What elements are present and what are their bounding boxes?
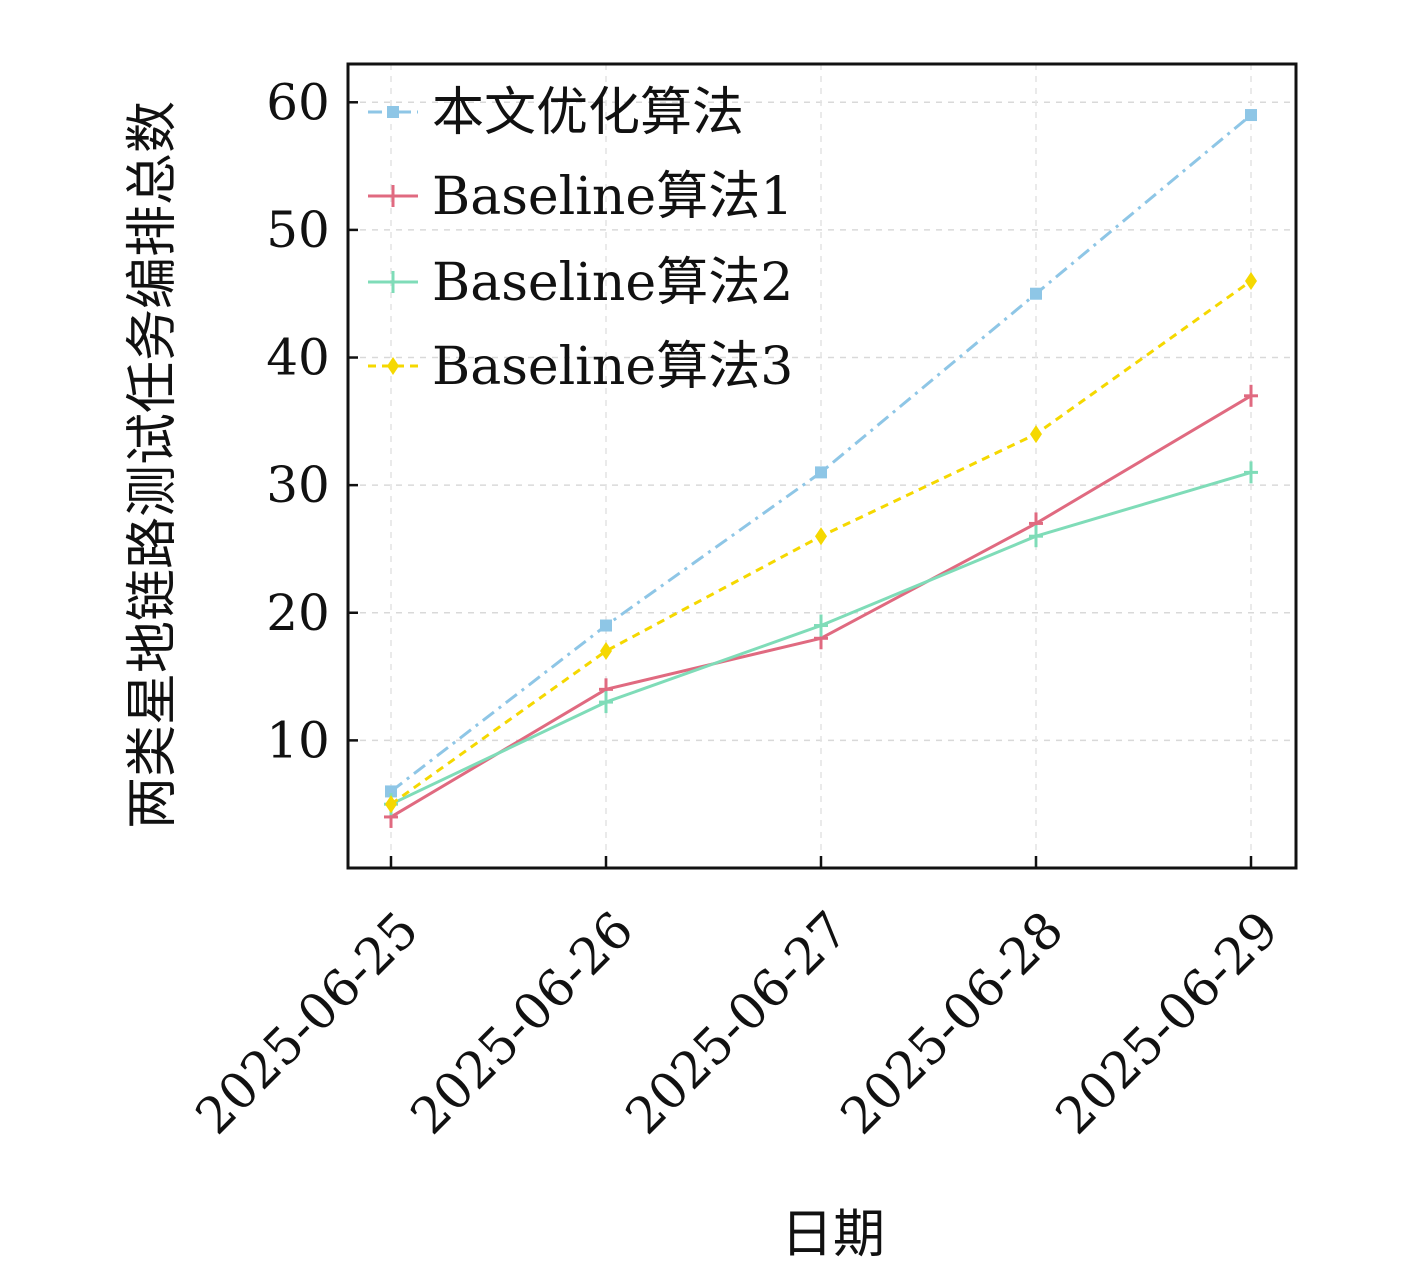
data-point: [599, 691, 613, 714]
legend-item-4: Baseline算法3: [368, 337, 793, 397]
data-point: [1030, 425, 1042, 444]
legend-label: Baseline算法1: [432, 167, 793, 227]
legend-label: 本文优化算法: [432, 83, 744, 143]
x-axis-title: 日期: [781, 1205, 885, 1265]
y-tick-label: 50: [266, 201, 330, 259]
data-point: [1029, 525, 1043, 548]
data-point: [1245, 109, 1257, 122]
data-point: [1244, 461, 1258, 484]
series-4: [385, 271, 1257, 814]
series-layer: [384, 109, 1258, 828]
x-tick-label: 2025-06-28: [830, 900, 1075, 1145]
x-tick-label: 2025-06-27: [615, 900, 860, 1145]
data-point: [1244, 384, 1258, 407]
data-point: [1030, 287, 1042, 300]
grid-layer: [348, 64, 1296, 868]
data-point: [385, 795, 397, 814]
data-point: [386, 185, 400, 207]
data-point: [600, 619, 612, 632]
y-tick-label: 10: [266, 711, 330, 769]
series-1: [385, 109, 1257, 798]
data-point: [815, 527, 827, 546]
y-axis-title: 两类星地链路测试任务编排总数: [123, 101, 183, 829]
legend: 本文优化算法 Baseline算法1 Baseline算法2 Baseline算法3: [368, 83, 793, 397]
data-point: [814, 614, 828, 637]
legend-item-3: Baseline算法2: [368, 253, 793, 313]
data-point: [387, 357, 399, 375]
data-point: [387, 106, 399, 118]
legend-item-1: 本文优化算法: [368, 83, 744, 143]
data-point: [386, 271, 400, 293]
legend-item-2: Baseline算法1: [368, 167, 793, 227]
legend-label: Baseline算法3: [432, 337, 793, 397]
x-tick-label: 2025-06-26: [400, 900, 645, 1145]
data-point: [385, 785, 397, 798]
x-tick-label: 2025-06-29: [1045, 900, 1290, 1145]
y-tick-label: 60: [266, 73, 330, 131]
y-tick-label: 30: [266, 456, 330, 514]
data-point: [600, 642, 612, 661]
data-point: [815, 466, 827, 479]
y-tick-label: 20: [266, 584, 330, 642]
x-tick-label: 2025-06-25: [185, 900, 430, 1145]
y-tick-label: 40: [266, 329, 330, 387]
data-point: [1245, 271, 1257, 290]
legend-label: Baseline算法2: [432, 253, 793, 313]
